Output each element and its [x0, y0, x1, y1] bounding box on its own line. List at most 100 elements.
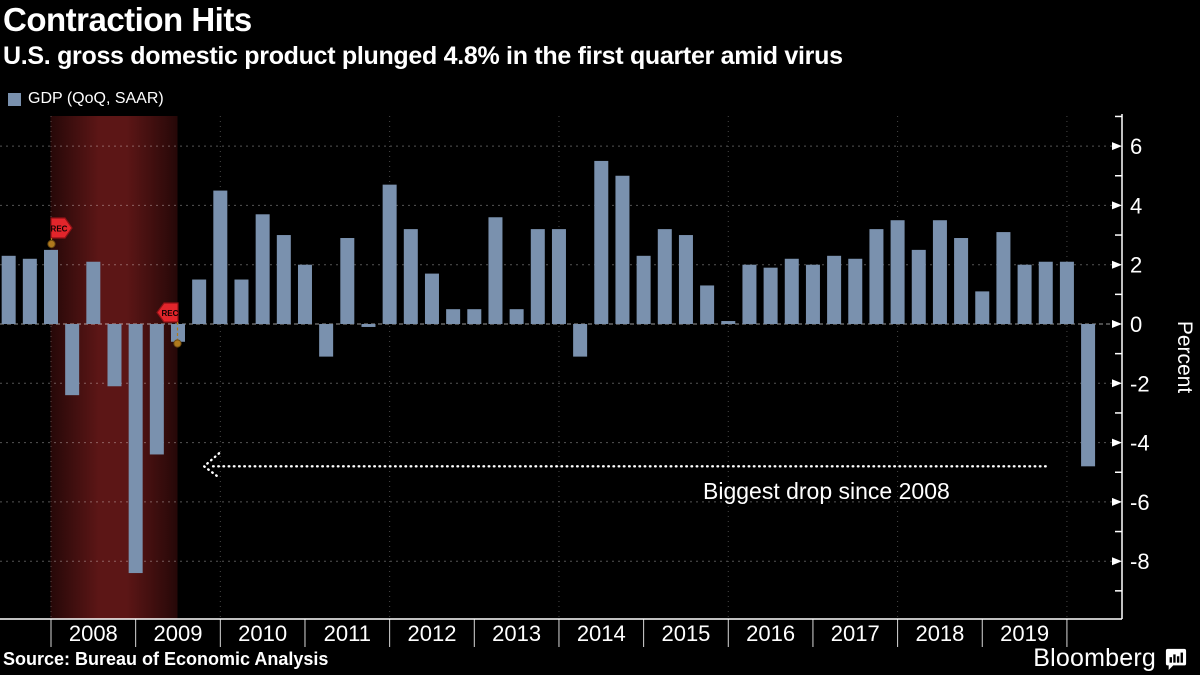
bar-2020Q1: [1081, 324, 1096, 467]
x-year-label: 2015: [661, 621, 710, 646]
annotation-text: Biggest drop since 2008: [703, 478, 950, 504]
recession-marker-dot: [173, 339, 182, 348]
y-major-tick: [1112, 201, 1122, 210]
bar-2014Q3: [615, 175, 630, 324]
y-major-tick: [1112, 320, 1122, 328]
bar-2010Q1: [234, 279, 249, 324]
bar-2010Q4: [297, 264, 312, 324]
bloomberg-chart-bubble-icon: [1165, 648, 1187, 670]
bar-2011Q3: [361, 324, 376, 327]
rec-start-flag-label: REC: [51, 225, 68, 234]
page-subtitle: U.S. gross domestic product plunged 4.8%…: [3, 42, 843, 70]
bar-2019Q4: [1059, 261, 1074, 324]
x-year-label: 2013: [492, 621, 541, 646]
bar-2018Q2: [932, 220, 947, 324]
source-credit: Source: Bureau of Economic Analysis: [3, 649, 329, 669]
y-major-tick: [1112, 379, 1122, 388]
y-tick-label: -8: [1130, 549, 1150, 574]
bar-2017Q4: [890, 220, 905, 324]
bar-2017Q3: [869, 229, 884, 324]
bar-2018Q3: [954, 238, 969, 324]
bar-2008Q1: [65, 324, 80, 396]
x-year-label: 2009: [154, 621, 203, 646]
bar-2012Q2: [424, 273, 439, 324]
y-major-tick: [1112, 142, 1122, 151]
bar-2015Q3: [700, 285, 715, 324]
x-year-label: 2018: [915, 621, 964, 646]
bar-2019Q3: [1038, 261, 1053, 324]
page-title: Contraction Hits: [3, 1, 252, 38]
bar-2008Q2: [86, 261, 101, 324]
bar-2007Q4: [44, 249, 58, 324]
legend-label: GDP (QoQ, SAAR): [28, 90, 164, 107]
bar-2007Q3: [22, 258, 37, 324]
bar-2015Q4: [721, 321, 736, 324]
y-major-tick: [1112, 497, 1122, 506]
bar-2019Q2: [1017, 264, 1032, 324]
y-tick-label: -4: [1130, 431, 1150, 456]
bloomberg-logo: Bloomberg: [1033, 644, 1187, 673]
y-major-tick: [1112, 557, 1122, 566]
bar-2016Q1: [742, 264, 757, 324]
bar-2012Q3: [446, 309, 461, 324]
x-year-label: 2017: [831, 621, 880, 646]
x-year-label: 2016: [746, 621, 795, 646]
bar-2014Q4: [636, 255, 651, 324]
bar-2009Q3: [192, 279, 207, 324]
bar-2008Q3: [107, 324, 122, 387]
bar-2017Q1: [827, 255, 842, 324]
x-year-label: 2012: [407, 621, 456, 646]
recession-marker-dot: [47, 239, 56, 249]
bar-2018Q1: [911, 249, 926, 324]
y-tick-label: -6: [1130, 490, 1150, 515]
bar-2013Q4: [551, 229, 566, 324]
bar-2015Q1: [657, 229, 672, 324]
bar-2013Q3: [530, 229, 545, 324]
bar-2014Q2: [594, 160, 609, 324]
bar-2017Q2: [848, 258, 863, 324]
x-year-label: 2008: [69, 621, 118, 646]
bar-2015Q2: [678, 235, 693, 324]
bar-2010Q2: [255, 214, 270, 324]
bar-2018Q4: [975, 291, 990, 324]
bar-2016Q4: [805, 264, 820, 324]
bar-2013Q2: [509, 309, 524, 324]
x-year-label: 2019: [1000, 621, 1049, 646]
bar-2012Q1: [403, 229, 418, 324]
y-tick-label: -2: [1130, 371, 1150, 396]
bar-2008Q4: [128, 324, 143, 574]
bar-2016Q3: [784, 258, 799, 324]
legend: GDP (QoQ, SAAR): [8, 90, 164, 108]
x-year-label: 2011: [324, 621, 371, 646]
y-major-tick: [1112, 260, 1122, 269]
bloomberg-wordmark: Bloomberg: [1033, 644, 1156, 672]
x-year-label: 2014: [577, 621, 626, 646]
bar-2009Q1: [149, 324, 164, 455]
y-tick-label: 6: [1130, 134, 1142, 159]
x-year-label: 2010: [238, 621, 287, 646]
rec-end-flag-label: REC: [162, 309, 179, 318]
rec-start-flag: [50, 217, 73, 239]
bar-2009Q2: [170, 324, 185, 342]
y-tick-label: 2: [1130, 253, 1142, 278]
bar-2011Q1: [319, 324, 334, 357]
y-tick-label: 4: [1130, 193, 1142, 218]
bar-2014Q1: [573, 324, 588, 357]
bar-2007Q2: [1, 255, 16, 324]
bar-2011Q2: [340, 238, 355, 324]
rec-end-flag: [156, 302, 179, 323]
y-tick-label: 0: [1130, 312, 1142, 337]
bar-2016Q2: [763, 267, 778, 324]
bar-2009Q4: [213, 190, 228, 324]
bar-2012Q4: [467, 309, 482, 324]
annotation-arrowhead-icon: [202, 452, 222, 480]
bar-2019Q1: [996, 232, 1011, 324]
bar-2013Q1: [488, 217, 503, 324]
y-axis-title: Percent: [1173, 321, 1196, 394]
bar-2010Q3: [276, 235, 291, 324]
bar-2011Q4: [382, 184, 397, 324]
legend-swatch-icon: [8, 92, 21, 106]
y-major-tick: [1112, 438, 1122, 447]
